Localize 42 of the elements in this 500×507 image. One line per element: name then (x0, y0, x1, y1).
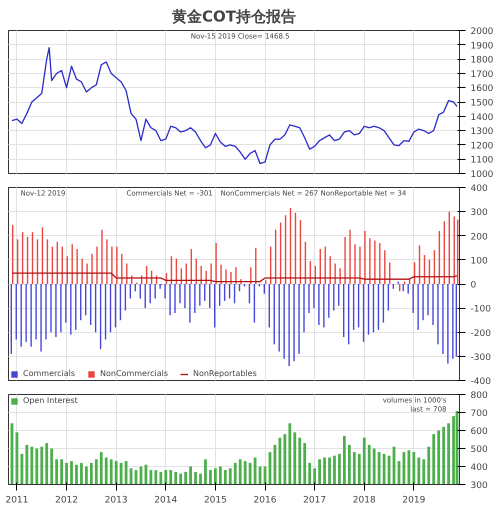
x-tick-label: 2013 (104, 496, 128, 506)
chart-title: 黄金COT持仓报告 (171, 8, 296, 26)
y-tick-label: 400 (470, 184, 488, 194)
y-tick-label: 1000 (470, 170, 494, 180)
legend-label: Commercials (23, 369, 76, 378)
legend-label: NonCommercials (100, 369, 168, 378)
y-tick-label: 1100 (470, 156, 494, 166)
y-tick-label: 300 (470, 481, 488, 491)
y-tick-label: -200 (470, 328, 492, 339)
y-tick-label: 0 (470, 280, 476, 290)
y-tick-label: 300 (470, 208, 488, 218)
y-tick-label: -400 (470, 377, 492, 387)
x-tick-label: 2017 (303, 496, 326, 506)
y-tick-label: 400 (470, 463, 488, 473)
y-tick-label: 800 (470, 391, 488, 401)
y-tick-label: 1900 (470, 41, 494, 52)
line-series (11, 47, 458, 164)
legend-label: Open Interest (23, 396, 78, 405)
y-tick-label: 500 (470, 445, 488, 455)
x-tick-label: 2014 (154, 496, 178, 506)
x-tick-label: 2016 (254, 496, 277, 506)
y-tick-label: 100 (470, 256, 488, 266)
x-tick-label: 2011 (5, 496, 28, 506)
x-tick-label: 2015 (204, 496, 227, 506)
x-tick-label: 2018 (352, 496, 376, 506)
x-tick-label: 2012 (55, 496, 78, 506)
y-tick-label: 600 (470, 427, 488, 437)
y-tick-label: 200 (470, 232, 488, 242)
y-tick-label: 1400 (470, 112, 494, 123)
y-tick-label: 1700 (470, 70, 494, 80)
y-tick-label: 1300 (470, 127, 494, 138)
y-tick-label: 700 (470, 409, 488, 419)
y-tick-label: 1200 (470, 141, 494, 152)
y-tick-label: 1600 (470, 84, 494, 94)
y-tick-label: 2000 (470, 27, 494, 37)
y-tick-label: -300 (470, 352, 492, 363)
y-tick-label: 1800 (470, 56, 494, 66)
legend-label: NonReportables (192, 369, 257, 378)
x-tick-label: 2019 (402, 496, 426, 506)
y-tick-label: 1500 (470, 98, 494, 108)
y-tick-label: -100 (470, 304, 492, 315)
line-series (11, 272, 458, 282)
